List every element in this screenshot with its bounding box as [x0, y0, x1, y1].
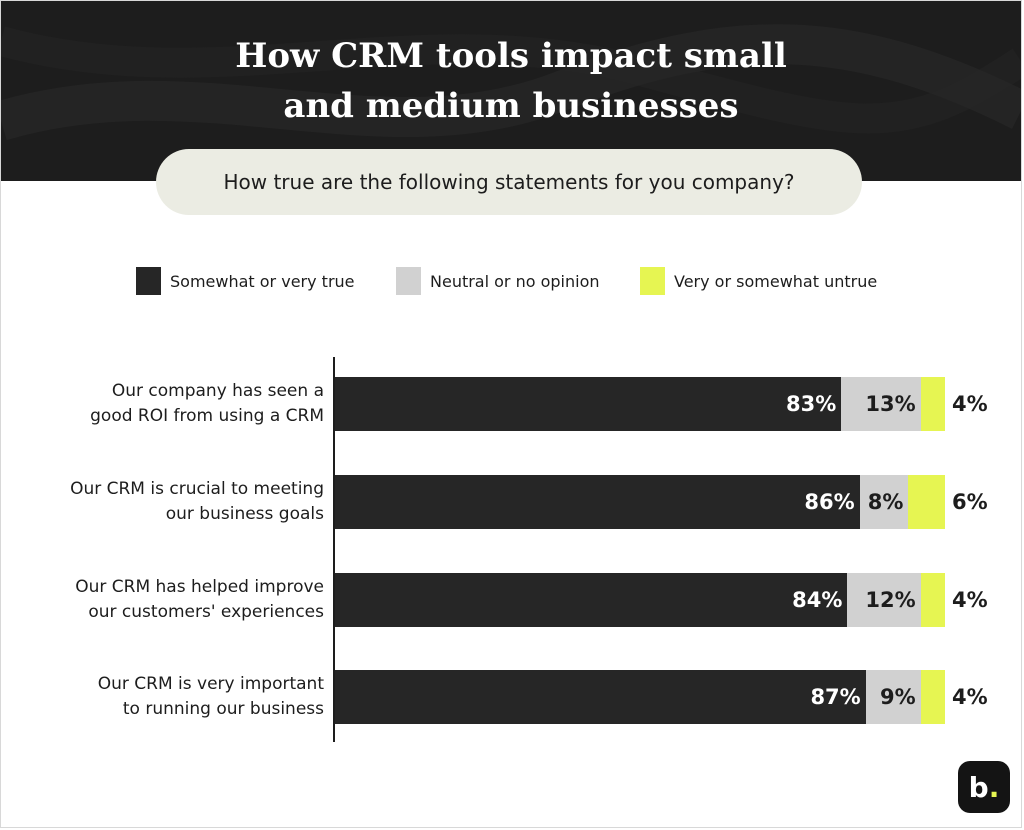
brand-logo-letter: b — [968, 770, 989, 804]
legend: Somewhat or very true Neutral or no opin… — [0, 266, 1024, 296]
category-label-line: Our company has seen a — [111, 381, 324, 401]
bar-segment-untrue — [920, 377, 945, 431]
bar-segment-neutral — [859, 475, 909, 529]
header-wave-decoration — [1, 24, 1021, 141]
category-label-line: Our CRM has helped improve — [75, 577, 324, 597]
bar-segment-true — [335, 377, 842, 431]
data-label-untrue: 4% — [952, 392, 988, 416]
bar-segment-untrue — [920, 573, 945, 627]
legend-swatch-neutral — [396, 267, 421, 295]
brand-logo: b. — [958, 761, 1010, 813]
category-label-line: Our CRM is crucial to meeting — [70, 479, 324, 499]
data-label-untrue: 6% — [952, 490, 988, 514]
legend-swatch-true — [136, 267, 161, 295]
bar-segment-untrue — [908, 475, 945, 529]
category-label-line: our business goals — [165, 504, 324, 524]
legend-label-true: Somewhat or very true — [170, 271, 355, 291]
data-label-untrue: 4% — [952, 685, 988, 709]
category-label: Our CRM is very important to running our … — [10, 672, 324, 722]
data-label-neutral: 9% — [879, 685, 916, 709]
legend-item-neutral: Neutral or no opinion — [396, 266, 600, 296]
bar-segment-neutral — [865, 670, 921, 724]
bar-segment-true — [335, 670, 866, 724]
category-label: Our company has seen a good ROI from usin… — [10, 379, 324, 429]
data-label-neutral: 8% — [867, 490, 904, 514]
category-label-line: Our CRM is very important — [97, 674, 324, 694]
category-label-line: good ROI from using a CRM — [90, 406, 324, 426]
category-label-line: to running our business — [122, 699, 324, 719]
category-label-line: our customers' experiences — [88, 602, 324, 622]
data-label-neutral: 13% — [865, 392, 916, 416]
bar-segment-neutral — [841, 377, 921, 431]
bar-segment-true — [335, 475, 860, 529]
data-label-true: 84% — [792, 588, 843, 612]
brand-logo-dot: . — [988, 770, 1000, 804]
data-label-neutral: 12% — [865, 588, 916, 612]
chart-title-line-2: and medium businesses — [283, 86, 739, 126]
bar-segment-untrue — [920, 670, 945, 724]
data-label-true: 86% — [804, 490, 855, 514]
category-label: Our CRM has helped improve our customers'… — [10, 575, 324, 625]
legend-label-neutral: Neutral or no opinion — [430, 271, 600, 291]
bar-segment-true — [335, 573, 848, 627]
chart-title: How CRM tools impact small and medium bu… — [1, 31, 1021, 131]
chart-title-line-1: How CRM tools impact small — [235, 36, 787, 76]
data-label-true: 83% — [786, 392, 837, 416]
y-axis-line — [333, 357, 335, 742]
legend-item-untrue: Very or somewhat untrue — [640, 266, 877, 296]
legend-item-true: Somewhat or very true — [136, 266, 355, 296]
chart-subtitle: How true are the following statements fo… — [156, 149, 862, 215]
data-label-true: 87% — [810, 685, 861, 709]
bar-segment-neutral — [847, 573, 921, 627]
legend-label-untrue: Very or somewhat untrue — [674, 271, 878, 291]
data-label-untrue: 4% — [952, 588, 988, 612]
legend-swatch-untrue — [640, 267, 665, 295]
category-label: Our CRM is crucial to meeting our busines… — [10, 477, 324, 527]
